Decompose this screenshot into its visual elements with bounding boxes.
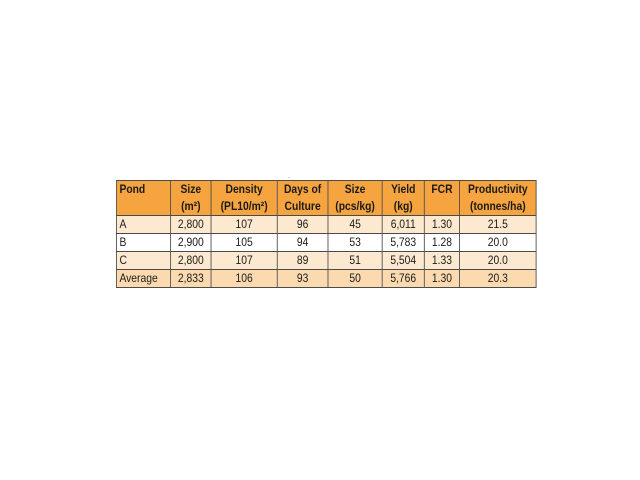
cell-yield: 6,011 xyxy=(381,215,425,234)
header-line2: (tonnes/ha) xyxy=(470,199,526,213)
cell-size-pcs-kg: 50 xyxy=(327,269,383,288)
header-yield: Yield (kg) xyxy=(381,180,425,216)
cell-size-m2: 2,800 xyxy=(170,215,212,234)
table-row-average: Average 2,833 106 93 50 5,766 1.30 20.3 xyxy=(116,269,537,288)
header-fcr: FCR xyxy=(423,180,461,216)
header-days-of-culture: Days of Culture xyxy=(276,180,329,216)
header-size-pcs-kg: Size (pcs/kg) xyxy=(327,180,383,216)
header-line1: Density xyxy=(225,182,263,196)
cell-days-of-culture: 93 xyxy=(276,269,329,288)
stray-mark: - xyxy=(288,174,291,181)
cell-size-m2: 2,833 xyxy=(170,269,212,288)
cell-yield: 5,504 xyxy=(381,251,425,270)
table-row: B 2,900 105 94 53 5,783 1.28 20.0 xyxy=(116,233,537,252)
header-size-m2: Size (m²) xyxy=(170,180,212,216)
header-line1: Yield xyxy=(391,182,416,196)
header-line2: Culture xyxy=(284,199,321,213)
cell-fcr: 1.30 xyxy=(423,215,461,234)
header-line1: Size xyxy=(180,182,202,196)
cell-days-of-culture: 94 xyxy=(276,233,329,252)
cell-productivity: 21.5 xyxy=(459,215,537,234)
header-line1: FCR xyxy=(431,182,453,196)
header-line1: Pond xyxy=(119,182,146,196)
table-row: A 2,800 107 96 45 6,011 1.30 21.5 xyxy=(116,215,537,234)
cell-productivity: 20.0 xyxy=(459,251,537,270)
header-density: Density (PL10/m²) xyxy=(210,180,278,216)
header-pond: Pond xyxy=(116,180,172,216)
header-line1: Productivity xyxy=(468,182,528,196)
cell-density: 106 xyxy=(210,269,278,288)
cell-pond: A xyxy=(116,215,172,234)
cell-size-m2: 2,800 xyxy=(170,251,212,270)
cell-size-pcs-kg: 45 xyxy=(327,215,383,234)
cell-yield: 5,783 xyxy=(381,233,425,252)
cell-density: 107 xyxy=(210,251,278,270)
header-line2: (kg) xyxy=(393,199,413,213)
pond-results-table: Pond Size (m²) Density (PL10/m²) Days of… xyxy=(116,180,537,288)
header-line2: (m²) xyxy=(181,199,201,213)
header-line1: Days of xyxy=(283,182,322,196)
table-row: C 2,800 107 89 51 5,504 1.33 20.0 xyxy=(116,251,537,270)
cell-size-pcs-kg: 53 xyxy=(327,233,383,252)
cell-density: 105 xyxy=(210,233,278,252)
cell-yield: 5,766 xyxy=(381,269,425,288)
cell-fcr: 1.28 xyxy=(423,233,461,252)
cell-days-of-culture: 89 xyxy=(276,251,329,270)
cell-productivity: 20.0 xyxy=(459,233,537,252)
cell-size-pcs-kg: 51 xyxy=(327,251,383,270)
header-line2: (pcs/kg) xyxy=(335,199,375,213)
cell-size-m2: 2,900 xyxy=(170,233,212,252)
cell-pond: Average xyxy=(116,269,172,288)
table-header-row: Pond Size (m²) Density (PL10/m²) Days of… xyxy=(116,180,537,216)
cell-fcr: 1.33 xyxy=(423,251,461,270)
cell-days-of-culture: 96 xyxy=(276,215,329,234)
header-line1: Size xyxy=(344,182,366,196)
header-line2: (PL10/m²) xyxy=(220,199,268,213)
cell-pond: B xyxy=(116,233,172,252)
cell-fcr: 1.30 xyxy=(423,269,461,288)
cell-density: 107 xyxy=(210,215,278,234)
cell-productivity: 20.3 xyxy=(459,269,537,288)
header-productivity: Productivity (tonnes/ha) xyxy=(459,180,537,216)
cell-pond: C xyxy=(116,251,172,270)
